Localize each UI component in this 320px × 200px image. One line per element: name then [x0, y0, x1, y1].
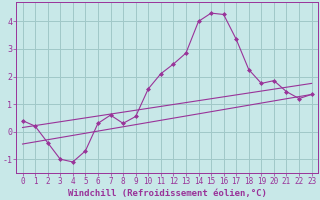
X-axis label: Windchill (Refroidissement éolien,°C): Windchill (Refroidissement éolien,°C): [68, 189, 267, 198]
